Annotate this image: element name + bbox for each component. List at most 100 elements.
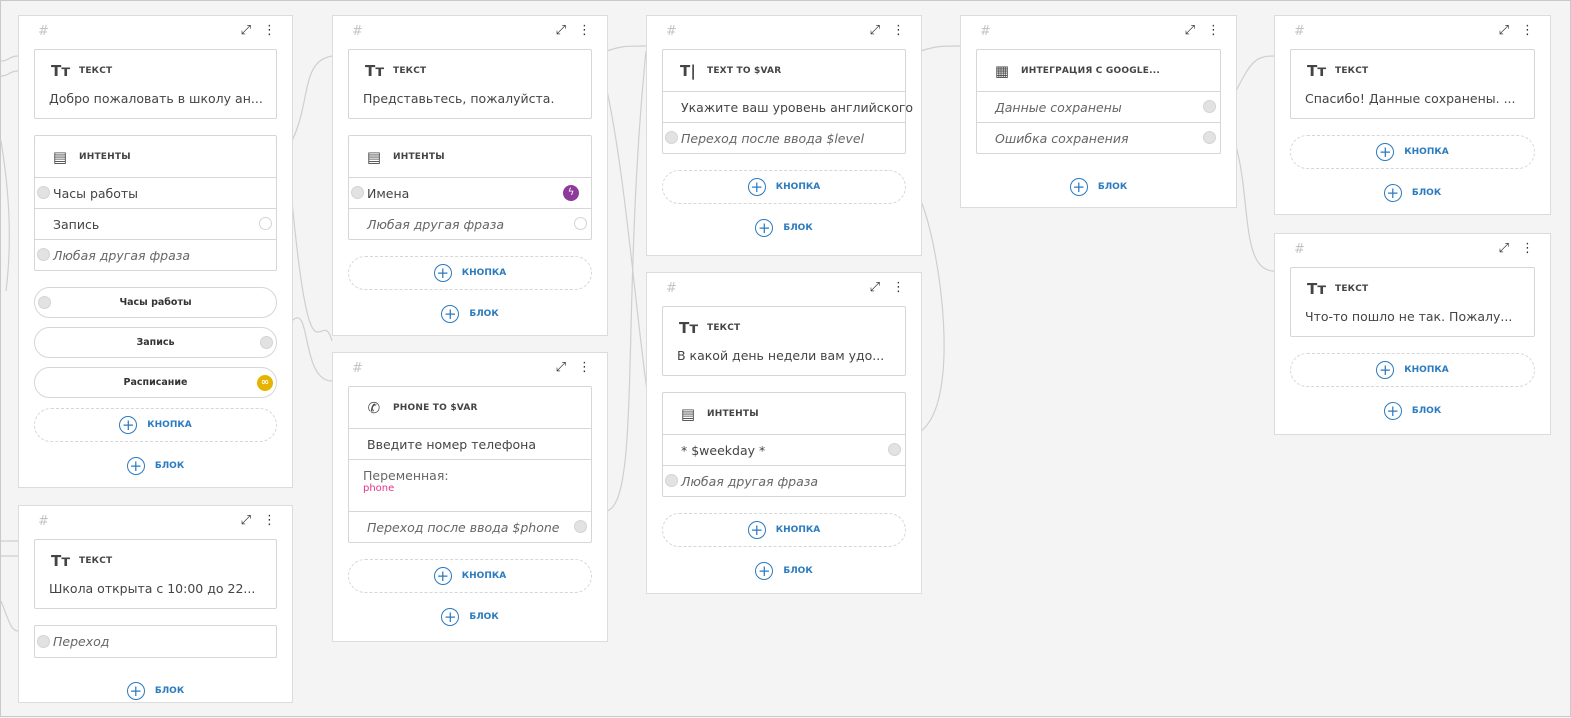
add-button[interactable]: + КНОПКА xyxy=(34,408,277,442)
block-intents[interactable]: ▤ ИНТЕНТЫ Часы работы Запись Любая другая фр… xyxy=(34,135,277,271)
block-text[interactable]: Tт ТЕКСТ Представьтесь, пожалуйста. xyxy=(348,49,592,119)
connection-port[interactable] xyxy=(1203,100,1216,113)
block-phone[interactable]: ✆ PHONE TO $VAR Введите номер телефона Пере… xyxy=(348,386,592,543)
add-button[interactable]: + КНОПКА xyxy=(348,256,592,290)
plus-icon: + xyxy=(433,567,452,585)
row-label: Переход после ввода $level xyxy=(681,130,865,146)
connection-line xyxy=(1,70,19,77)
add-block-button[interactable]: + БЛОК xyxy=(348,297,592,331)
add-button[interactable]: + КНОПКА xyxy=(662,170,906,204)
block-title: ТЕКСТ xyxy=(79,65,113,76)
block-row[interactable]: Переход xyxy=(35,626,276,657)
connect-icon[interactable]: ⤢ xyxy=(1498,23,1509,38)
connect-icon[interactable]: ⤢ xyxy=(555,23,566,38)
block-rows[interactable]: Переход xyxy=(34,625,277,658)
connection-port[interactable] xyxy=(38,295,51,309)
connection-port[interactable] xyxy=(37,248,50,261)
block-text[interactable]: Tт ТЕКСТ Спасибо! Данные сохранены. ... xyxy=(1290,49,1535,119)
flow-card: # ⤢ ⋮ Tт ТЕКСТ В какой день недели вам удо...… xyxy=(646,272,922,594)
block-text[interactable]: Tт ТЕКСТ В какой день недели вам удо... xyxy=(662,306,906,376)
block-row[interactable]: Часы работы xyxy=(35,177,276,208)
block-text: Что-то пошло не так. Пожалу... xyxy=(1305,309,1513,324)
quick-reply-button[interactable]: Запись xyxy=(34,327,277,358)
connection-port[interactable] xyxy=(260,335,273,349)
text-icon: Tт xyxy=(1307,61,1327,80)
add-button[interactable]: + КНОПКА xyxy=(1290,353,1535,387)
plus-icon: + xyxy=(1376,143,1395,161)
add-block-button[interactable]: + БЛОК xyxy=(34,674,277,708)
block-header: Tт ТЕКСТ xyxy=(35,540,276,581)
more-menu-icon[interactable]: ⋮ xyxy=(1521,23,1534,38)
connect-icon[interactable]: ⤢ xyxy=(1498,241,1509,256)
connect-icon[interactable]: ⤢ xyxy=(869,280,880,295)
plus-icon: + xyxy=(1069,178,1088,196)
block-row[interactable]: Переход после ввода $level xyxy=(663,122,905,153)
plus-icon: + xyxy=(747,178,766,196)
block-row[interactable]: Запись xyxy=(35,208,276,239)
add-block-button[interactable]: + БЛОК xyxy=(34,449,277,483)
connect-icon[interactable]: ⤢ xyxy=(240,513,251,528)
more-menu-icon[interactable]: ⋮ xyxy=(578,23,591,38)
connection-port[interactable] xyxy=(574,520,587,533)
quick-reply-button[interactable]: Часы работы xyxy=(34,287,277,318)
connection-port[interactable] xyxy=(888,443,901,456)
block-intents[interactable]: ▦ ИНТЕГРАЦИЯ С GOOGLE... Данные сохранены О… xyxy=(976,49,1221,154)
block-row[interactable]: Любая другая фраза xyxy=(349,208,591,239)
add-block-button[interactable]: + БЛОК xyxy=(976,170,1221,204)
add-button[interactable]: + КНОПКА xyxy=(662,513,906,547)
add-button[interactable]: + КНОПКА xyxy=(1290,135,1535,169)
block-row[interactable]: * $weekday * xyxy=(663,434,905,465)
connection-port[interactable] xyxy=(1203,131,1216,144)
add-button[interactable]: + КНОПКА xyxy=(348,559,592,593)
connect-icon[interactable]: ⤢ xyxy=(1184,23,1195,38)
lightning-icon[interactable]: ϟ xyxy=(563,185,579,201)
more-menu-icon[interactable]: ⋮ xyxy=(1207,23,1220,38)
block-intents[interactable]: ▤ ИНТЕНТЫ Имена ϟ Любая другая фраза xyxy=(348,135,592,240)
add-block-label: БЛОК xyxy=(1097,182,1128,192)
add-block-button[interactable]: + БЛОК xyxy=(1290,176,1535,210)
connection-port[interactable] xyxy=(37,634,50,648)
add-block-button[interactable]: + БЛОК xyxy=(662,211,906,245)
add-block-button[interactable]: + БЛОК xyxy=(662,554,906,588)
connection-line xyxy=(1,55,19,62)
block-row[interactable]: Переход после ввода $phone xyxy=(349,511,591,542)
block-text[interactable]: Tт ТЕКСТ Школа открыта с 10:00 до 22... xyxy=(34,539,277,609)
quick-reply-button[interactable]: Расписание ∞ xyxy=(34,367,277,398)
more-menu-icon[interactable]: ⋮ xyxy=(1521,241,1534,256)
connection-port[interactable] xyxy=(665,474,678,487)
more-menu-icon[interactable]: ⋮ xyxy=(263,23,276,38)
connect-icon[interactable]: ⤢ xyxy=(555,360,566,375)
add-block-label: БЛОК xyxy=(469,612,499,622)
block-text[interactable]: Tт ТЕКСТ Что-то пошло не так. Пожалу... xyxy=(1290,267,1535,337)
block-text[interactable]: Tт ТЕКСТ Добро пожаловать в школу ан... xyxy=(34,49,277,119)
connect-icon[interactable]: ⤢ xyxy=(240,23,251,38)
plus-icon: + xyxy=(755,219,774,237)
more-menu-icon[interactable]: ⋮ xyxy=(263,513,276,528)
block-row[interactable]: Имена ϟ xyxy=(349,177,591,208)
add-block-label: БЛОК xyxy=(1411,188,1442,198)
more-menu-icon[interactable]: ⋮ xyxy=(578,360,591,375)
block-row[interactable]: Любая другая фраза xyxy=(35,239,276,270)
connection-port[interactable] xyxy=(351,186,364,199)
add-block-button[interactable]: + БЛОК xyxy=(1290,394,1535,428)
more-menu-icon[interactable]: ⋮ xyxy=(892,23,905,38)
block-row[interactable]: Данные сохранены xyxy=(977,91,1220,122)
link-icon[interactable]: ∞ xyxy=(257,374,273,391)
block-row[interactable]: Ошибка сохранения xyxy=(977,122,1220,153)
card-hash-label: # xyxy=(38,24,49,39)
connect-icon[interactable]: ⤢ xyxy=(869,23,880,38)
block-title: ТЕКСТ xyxy=(707,322,741,333)
connection-port[interactable] xyxy=(665,131,678,144)
card-toolbar: ⤢ ⋮ xyxy=(1185,23,1220,38)
add-block-button[interactable]: + БЛОК xyxy=(348,600,592,634)
connection-port[interactable] xyxy=(574,217,587,230)
block-header: ✆ PHONE TO $VAR xyxy=(349,387,591,428)
block-intents[interactable]: ▤ ИНТЕНТЫ * $weekday * Любая другая фраза xyxy=(662,392,906,497)
connection-port[interactable] xyxy=(259,217,272,230)
connection-port[interactable] xyxy=(37,186,50,199)
more-menu-icon[interactable]: ⋮ xyxy=(892,280,905,295)
block-row[interactable]: Любая другая фраза xyxy=(663,465,905,496)
flow-card: # ⤢ ⋮ Tт ТЕКСТ Представьтесь, пожалуйста. ▤ ИНТ… xyxy=(332,15,608,336)
button-label: Часы работы xyxy=(119,297,192,308)
block-intents[interactable]: T| TEXT TO $VAR Укажите ваш уровень англий… xyxy=(662,49,913,154)
